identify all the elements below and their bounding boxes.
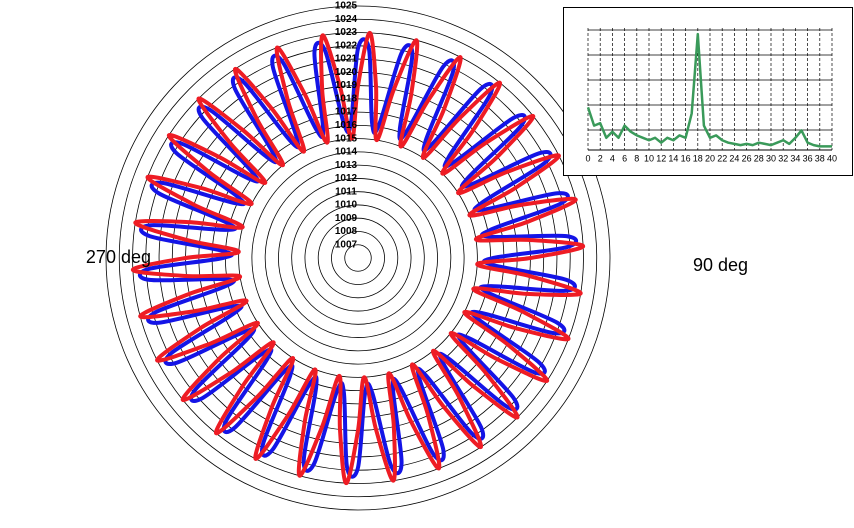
r-tick-label: 1021	[335, 54, 358, 65]
x-tick-label: 24	[729, 153, 739, 163]
grid-circle	[331, 231, 385, 285]
grid-circle	[278, 178, 438, 338]
grid-circle	[304, 204, 412, 312]
inset-chart: 0 2 4 6 8 10 12 14 16 18 20 22 24 26 28 30 32 34 36 38 40	[563, 7, 853, 176]
x-tick-label: 32	[778, 153, 788, 163]
x-tick-label: 34	[790, 153, 800, 163]
r-tick-label: 1024	[335, 14, 358, 25]
x-tick-label: 20	[705, 153, 715, 163]
grid-circle	[344, 244, 372, 272]
x-tick-label: 10	[644, 153, 654, 163]
grid-circle	[317, 217, 399, 299]
polar-line	[130, 30, 586, 486]
x-tick-label: 40	[827, 153, 837, 163]
x-tick-label: 14	[668, 153, 678, 163]
r-tick-label: 1012	[335, 173, 358, 184]
inset-frame	[563, 7, 853, 176]
x-tick-label: 26	[742, 153, 752, 163]
r-tick-label: 1018	[335, 93, 358, 104]
r-tick-label: 1007	[335, 239, 358, 250]
x-tick-label: 18	[693, 153, 703, 163]
r-tick-label: 1025	[335, 1, 358, 12]
x-tick-label: 36	[803, 153, 813, 163]
grid-circle	[291, 191, 425, 325]
x-tick-label: 6	[622, 153, 627, 163]
r-tick-label: 1017	[335, 107, 358, 118]
grid-circle	[238, 138, 478, 378]
x-tick-label: 28	[754, 153, 764, 163]
r-tick-label: 1016	[335, 120, 358, 131]
r-tick-label: 1008	[335, 226, 358, 237]
grid-circle	[185, 85, 531, 431]
polar-chart: 1007100810091010101110121013101410151016…	[86, 1, 748, 511]
r-tick-label: 1011	[335, 186, 357, 197]
theta-label: 270 deg	[86, 247, 151, 267]
data-line	[586, 32, 832, 148]
x-tick-label: 4	[610, 153, 615, 163]
x-tick-label: 22	[717, 153, 727, 163]
r-tick-label: 1023	[335, 27, 358, 38]
r-tick-label: 1010	[335, 200, 358, 211]
x-tick-label: 30	[766, 153, 776, 163]
grid-circle	[264, 164, 452, 352]
x-tick-label: 2	[598, 153, 603, 163]
grid-circle	[118, 18, 598, 498]
r-tick-label: 1019	[335, 80, 358, 91]
grid-circle	[132, 32, 584, 484]
grid-circle	[251, 151, 465, 365]
x-tick-label: 38	[815, 153, 825, 163]
grid-circle	[198, 98, 518, 418]
r-tick-label: 1020	[335, 67, 358, 78]
x-tick-label: 16	[681, 153, 691, 163]
x-tick-label: 12	[656, 153, 666, 163]
r-tick-label: 1013	[335, 160, 358, 171]
r-tick-label: 1015	[335, 133, 358, 144]
x-tick-label: 8	[634, 153, 639, 163]
x-tick-label: 0	[585, 153, 590, 163]
r-tick-label: 1009	[335, 213, 358, 224]
grid-circle	[171, 71, 545, 445]
r-tick-label: 1022	[335, 40, 358, 51]
grid-circle	[105, 5, 611, 511]
theta-label: 90 deg	[693, 255, 748, 275]
polar-line	[137, 37, 579, 479]
r-tick-label: 1014	[335, 147, 358, 158]
